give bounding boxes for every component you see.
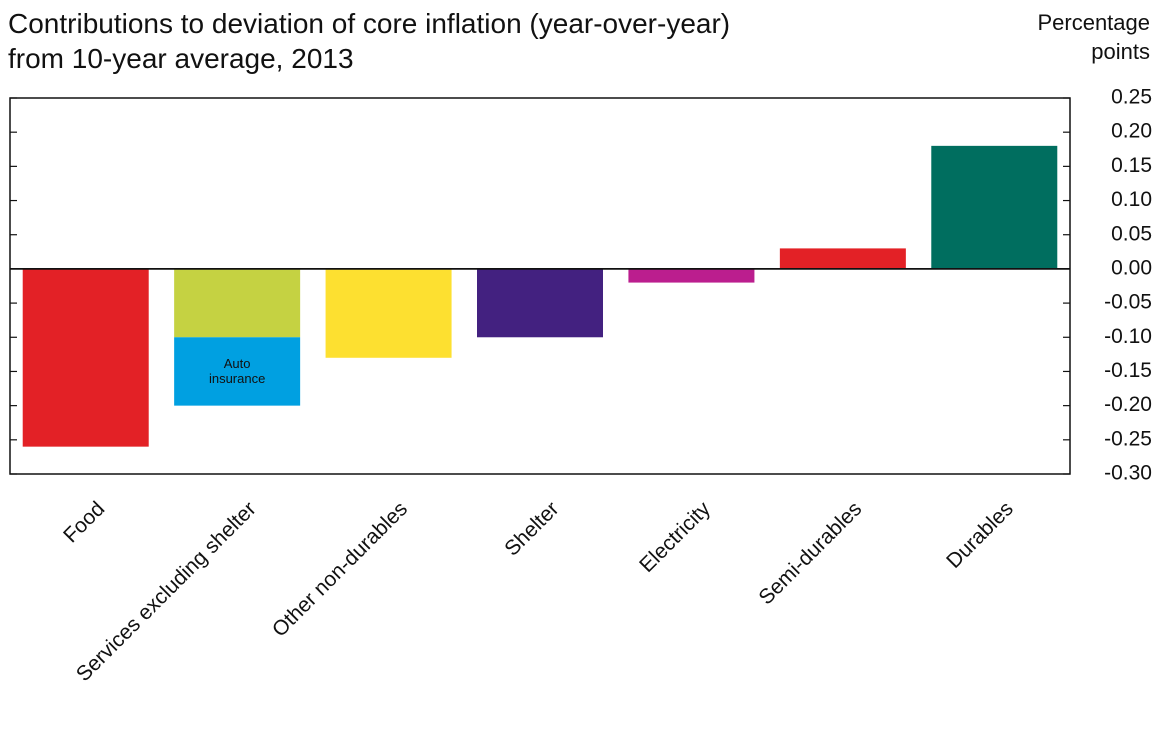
bar-shelter — [477, 268, 603, 338]
x-tick-label: Semi-durables — [754, 497, 866, 609]
bar-other-non-durables — [325, 268, 452, 358]
bar-services-excluding-shelter-segment-0 — [174, 268, 301, 338]
y-axis-unit: Percentage points — [1037, 8, 1150, 66]
y-tick-label: -0.20 — [1104, 393, 1152, 416]
x-tick-label: Durables — [942, 497, 1018, 573]
y-tick-label: 0.00 — [1111, 256, 1152, 279]
y-tick-label: 0.10 — [1111, 188, 1152, 211]
y-axis-unit-line-2: points — [1091, 39, 1150, 64]
y-tick-label: -0.25 — [1104, 427, 1152, 450]
y-tick-label: -0.15 — [1104, 359, 1152, 382]
y-tick-label: -0.05 — [1104, 291, 1152, 314]
chart-title: Contributions to deviation of core infla… — [8, 6, 730, 76]
bar-services-excluding-shelter-segment-1 — [174, 337, 301, 406]
bar-electricity — [628, 268, 755, 283]
y-tick-label: -0.30 — [1104, 462, 1152, 485]
chart-title-line-1: Contributions to deviation of core infla… — [8, 8, 731, 39]
segment-label-line: Auto — [224, 356, 251, 371]
y-axis-unit-line-1: Percentage — [1037, 10, 1150, 35]
y-tick-label: 0.15 — [1111, 154, 1152, 177]
y-tick-label: 0.05 — [1111, 222, 1152, 245]
bar-semi-durables — [779, 248, 906, 269]
bar-durables — [931, 145, 1058, 269]
segment-label-line: insurance — [209, 371, 265, 386]
y-tick-label: 0.20 — [1111, 120, 1152, 143]
chart-title-line-2: from 10-year average, 2013 — [8, 43, 354, 74]
x-tick-label: Food — [59, 497, 109, 547]
x-tick-label: Shelter — [500, 497, 563, 560]
plot-frame — [9, 97, 1071, 475]
x-tick-label: Electricity — [635, 497, 715, 577]
x-tick-label: Other non-durables — [268, 497, 412, 641]
y-tick-label: 0.25 — [1111, 86, 1152, 109]
bar-food — [22, 268, 149, 447]
y-tick-label: -0.10 — [1104, 325, 1152, 348]
x-tick-label: Services excluding shelter — [72, 497, 261, 686]
